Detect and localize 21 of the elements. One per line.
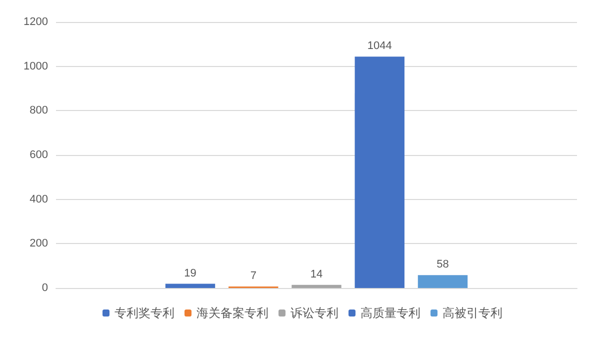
y-tick-label: 200: [30, 238, 48, 250]
legend-label: 诉讼专利: [290, 306, 338, 320]
y-tick-label: 1000: [24, 60, 48, 72]
y-tick-label: 1200: [24, 16, 48, 28]
data-label: 14: [310, 268, 323, 280]
data-label: 19: [184, 267, 196, 280]
bar: [418, 275, 468, 288]
y-tick-label: 0: [42, 282, 48, 294]
bar: [292, 284, 342, 288]
legend-label: 高被引专利: [442, 306, 502, 320]
y-tick-label: 800: [30, 104, 48, 117]
data-label: 7: [250, 270, 256, 282]
bar: [165, 284, 216, 288]
legend-label: 专利奖专利: [114, 306, 174, 320]
data-label: 1044: [367, 40, 392, 52]
data-label: 58: [436, 258, 449, 271]
legend-label: 海关备案专利: [196, 306, 268, 320]
y-tick-label: 600: [30, 149, 48, 161]
legend-label: 高质量专利: [360, 306, 420, 320]
y-tick-label: 400: [30, 193, 48, 206]
bar: [354, 56, 404, 288]
